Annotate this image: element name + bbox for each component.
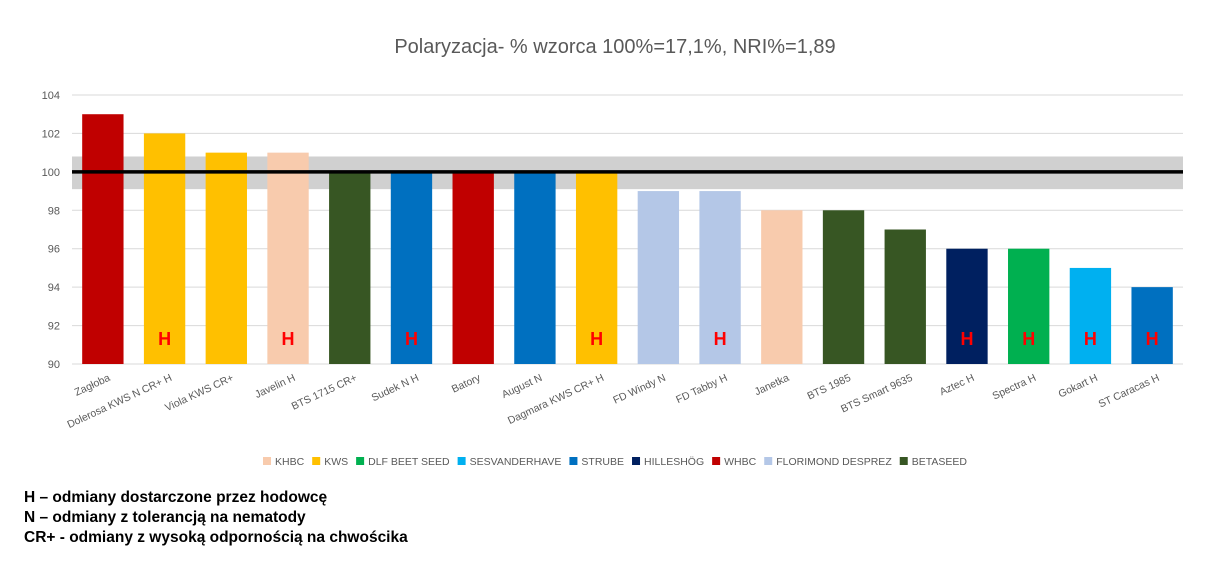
y-tick-label: 96: [48, 244, 60, 256]
legend-swatch: [457, 457, 466, 465]
bar: [267, 152, 309, 364]
x-category-label: Spectra H: [991, 372, 1038, 403]
bar-mark-h: H: [158, 329, 171, 349]
bar: [82, 114, 124, 364]
bar-mark-h: H: [282, 329, 295, 349]
legend-swatch: [356, 457, 365, 465]
y-tick-label: 104: [42, 90, 60, 102]
bar-mark-h: H: [1022, 329, 1035, 349]
bar: [884, 229, 926, 364]
bar: [452, 171, 494, 364]
x-category-label: Sudek N H: [370, 372, 421, 404]
y-axis-ticks: 90 92 94 96 98 100 102 104: [42, 90, 60, 371]
bar: [1131, 287, 1173, 364]
bar: [390, 171, 433, 364]
bar: [514, 171, 556, 364]
y-tick-label: 92: [48, 321, 60, 333]
x-category-label: Dolerosa KWS N CR+ H: [65, 372, 173, 431]
bar: [329, 171, 371, 364]
x-category-label: August N: [500, 372, 544, 401]
legend-swatch: [569, 457, 578, 465]
legend-label: DLF BEET SEED: [368, 456, 450, 468]
footnotes: H – odmiany dostarczone przez hodowcę N …: [24, 488, 408, 548]
bar: [1069, 267, 1112, 364]
x-category-label: ST Caracas H: [1097, 372, 1162, 411]
y-tick-label: 90: [48, 359, 60, 371]
bar: [946, 248, 988, 364]
bar-mark-h: H: [1146, 329, 1159, 349]
bar-mark-h: H: [960, 329, 973, 349]
bar-mark-h: H: [590, 329, 603, 349]
legend-label: BETASEED: [912, 456, 968, 468]
x-category-label: Batory: [450, 372, 483, 396]
legend-label: WHBC: [724, 456, 756, 468]
bar-mark-h: H: [1084, 329, 1097, 349]
legend-label: FLORIMOND DESPREZ: [776, 456, 892, 468]
y-tick-label: 102: [42, 128, 60, 140]
note-h: H – odmiany dostarczone przez hodowcę: [24, 489, 328, 506]
bar: [822, 210, 865, 364]
x-category-label: Janetka: [753, 372, 792, 398]
x-category-label: Javelin H: [253, 372, 297, 401]
legend-swatch: [263, 457, 272, 465]
x-category-label: Viola KWS CR+: [163, 372, 235, 414]
bars: [82, 114, 1173, 364]
legend-label: STRUBE: [581, 456, 624, 468]
x-category-label: Gokart H: [1057, 372, 1100, 401]
x-category-label: BTS 1715 CR+: [290, 372, 359, 413]
x-category-label: FD Windy N: [611, 372, 667, 407]
legend-label: SESVANDERHAVE: [470, 456, 562, 468]
legend-label: HILLESHÖG: [644, 456, 704, 468]
bar: [761, 210, 803, 364]
bar: [637, 191, 680, 364]
y-tick-label: 94: [48, 282, 60, 294]
bar: [1008, 248, 1050, 364]
x-category-label: FD Tabby H: [674, 372, 729, 406]
legend-swatch: [312, 457, 321, 465]
legend: KHBC KWS DLF BEET SEED SESVANDERHAVE STRUBE H…: [263, 456, 967, 468]
y-tick-label: 100: [42, 167, 60, 179]
bar-mark-h: H: [714, 329, 727, 349]
note-cr: CR+ - odmiany z wysoką odpornością na ch…: [24, 529, 408, 546]
legend-label: KWS: [324, 456, 348, 468]
bar-mark-h: H: [405, 329, 418, 349]
y-tick-label: 98: [48, 205, 60, 217]
bar-chart: Polaryzacja- % wzorca 100%=17,1%, NRI%=1…: [42, 36, 1183, 468]
x-category-label: Zagłoba: [73, 372, 113, 399]
bar: [205, 152, 247, 364]
bar: [699, 191, 741, 364]
note-n: N – odmiany z tolerancją na nematody: [24, 509, 306, 526]
legend-swatch: [899, 457, 908, 465]
bar: [575, 171, 618, 364]
legend-swatch: [632, 457, 641, 465]
x-category-label: BTS 1985: [805, 372, 853, 403]
legend-swatch: [712, 457, 721, 465]
x-category-label: Aztec H: [938, 372, 976, 398]
legend-label: KHBC: [275, 456, 305, 468]
legend-swatch: [764, 457, 773, 465]
chart-title: Polaryzacja- % wzorca 100%=17,1%, NRI%=1…: [394, 36, 835, 58]
